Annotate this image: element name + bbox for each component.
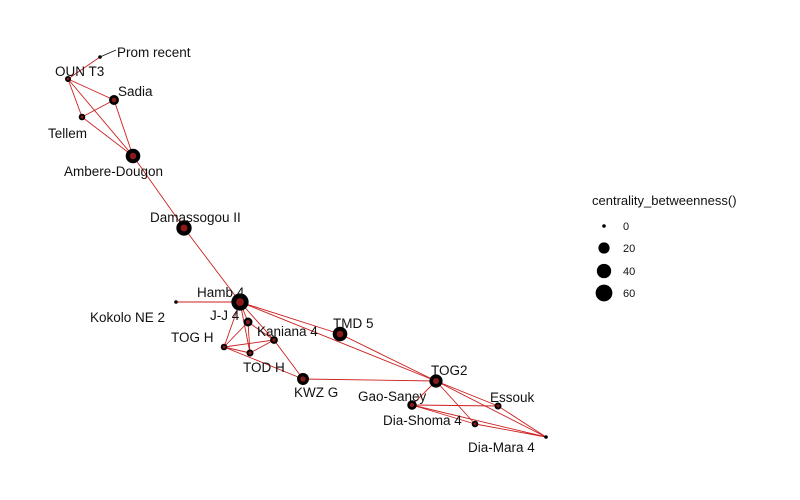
node-label-tmd5: TMD 5	[333, 316, 374, 331]
edge-prom-oun	[67, 56, 101, 80]
node-core-todh	[248, 351, 252, 355]
legend-key-20	[598, 242, 610, 254]
legend-key-0	[602, 224, 606, 228]
edge-oun-sadia	[67, 78, 115, 101]
node-core-dama	[180, 224, 188, 232]
legend-label-40: 40	[623, 266, 635, 278]
node-label-gao: Gao-Saney	[358, 389, 427, 404]
node-core-essouk	[496, 404, 500, 408]
node-core-gao	[409, 402, 415, 408]
node-core-hamb	[236, 298, 244, 306]
node-label-kwz: KWZ G	[294, 385, 338, 400]
legend-label-0: 0	[623, 221, 629, 233]
legend-key-60	[595, 284, 613, 302]
edge-togh-kwz	[223, 346, 304, 380]
node-label-jj: J-J 4	[210, 308, 240, 323]
edge-tellem-ambere	[81, 116, 134, 157]
edge-essouk-diamara	[497, 405, 547, 438]
edge-kwz-tog2	[302, 378, 437, 382]
edge-hamb-todh	[239, 301, 251, 354]
node-label-todh: TOD H	[243, 360, 285, 375]
node-core-oun	[66, 77, 70, 81]
node-core-kwz	[300, 376, 306, 382]
edge-kaniana-todh	[249, 339, 275, 354]
legend-items: 0 20 40 60	[595, 221, 635, 302]
node-core-sadia	[111, 97, 117, 103]
edge-sadia-ambere	[113, 99, 134, 157]
edge-dama-hamb	[183, 227, 241, 303]
node-diamara	[544, 435, 548, 439]
edge-togh-todh	[223, 346, 251, 354]
node-label-dama: Damassogou II	[150, 210, 241, 225]
legend-label-20: 20	[623, 243, 635, 255]
edge-hamb-tog2	[239, 301, 437, 382]
node-label-diashoma: Dia-Shoma 4	[383, 413, 462, 428]
node-label-essouk: Essouk	[490, 390, 535, 405]
edge-ambere-dama	[132, 155, 185, 229]
label-layer: Prom recent OUN T3 Sadia Tellem Ambere-Dougo…	[48, 45, 535, 455]
node-label-togh: TOG H	[171, 330, 214, 345]
node-core-diashoma	[473, 422, 477, 426]
node-core-ambere	[129, 152, 137, 160]
node-core-jj	[245, 319, 251, 325]
node-core-tog2	[433, 378, 439, 384]
edge-jj-togh	[223, 321, 249, 348]
node-core-tmd5	[336, 330, 344, 338]
legend: centrality_betweenness() 0 20 40 60	[592, 193, 737, 302]
edge-hamb-tmd5	[239, 301, 341, 335]
edge-tog2-diamara	[435, 380, 547, 438]
edge-sadia-tellem	[81, 99, 115, 118]
edge-tmd5-tog2	[339, 333, 437, 382]
edge-tog2-essouk	[435, 380, 499, 407]
node-core-togh	[222, 345, 226, 349]
node-label-prom: Prom recent	[117, 45, 191, 60]
node-label-tog2: TOG2	[431, 363, 468, 378]
edge-kaniana-kwz	[273, 339, 304, 380]
edge-gao-diashoma	[411, 404, 476, 425]
node-kokolo	[174, 300, 178, 304]
edge-oun-tellem	[67, 78, 83, 118]
edge-diashoma-diamara	[474, 423, 547, 438]
node-label-kokolo: Kokolo NE 2	[90, 310, 165, 325]
node-core-kaniana	[272, 338, 276, 342]
label-leader-prom-recent	[99, 49, 117, 58]
edge-jj-todh	[247, 321, 251, 354]
edge-gao-essouk	[411, 404, 499, 407]
edge-togh-kaniana	[223, 339, 275, 348]
node-label-oun: OUN T3	[55, 64, 104, 79]
node-label-ambere: Ambere-Dougon	[64, 164, 163, 179]
legend-title: centrality_betweenness()	[592, 193, 737, 208]
edge-oun-ambere	[67, 78, 134, 157]
legend-key-40	[596, 263, 612, 279]
node-label-sadia: Sadia	[118, 84, 153, 99]
edge-jj-kaniana	[247, 321, 275, 341]
legend-label-60: 60	[623, 288, 635, 300]
edge-tog2-diashoma	[435, 380, 476, 425]
node-label-diamara: Dia-Mara 4	[468, 440, 535, 455]
node-core-tellem	[80, 115, 84, 119]
node-layer	[64, 55, 548, 439]
node-label-tellem: Tellem	[48, 126, 87, 141]
node-label-hamb: Hamb 4	[197, 285, 245, 300]
edge-gao-diamara	[411, 404, 547, 438]
node-label-kaniana: Kaniana 4	[257, 324, 318, 339]
